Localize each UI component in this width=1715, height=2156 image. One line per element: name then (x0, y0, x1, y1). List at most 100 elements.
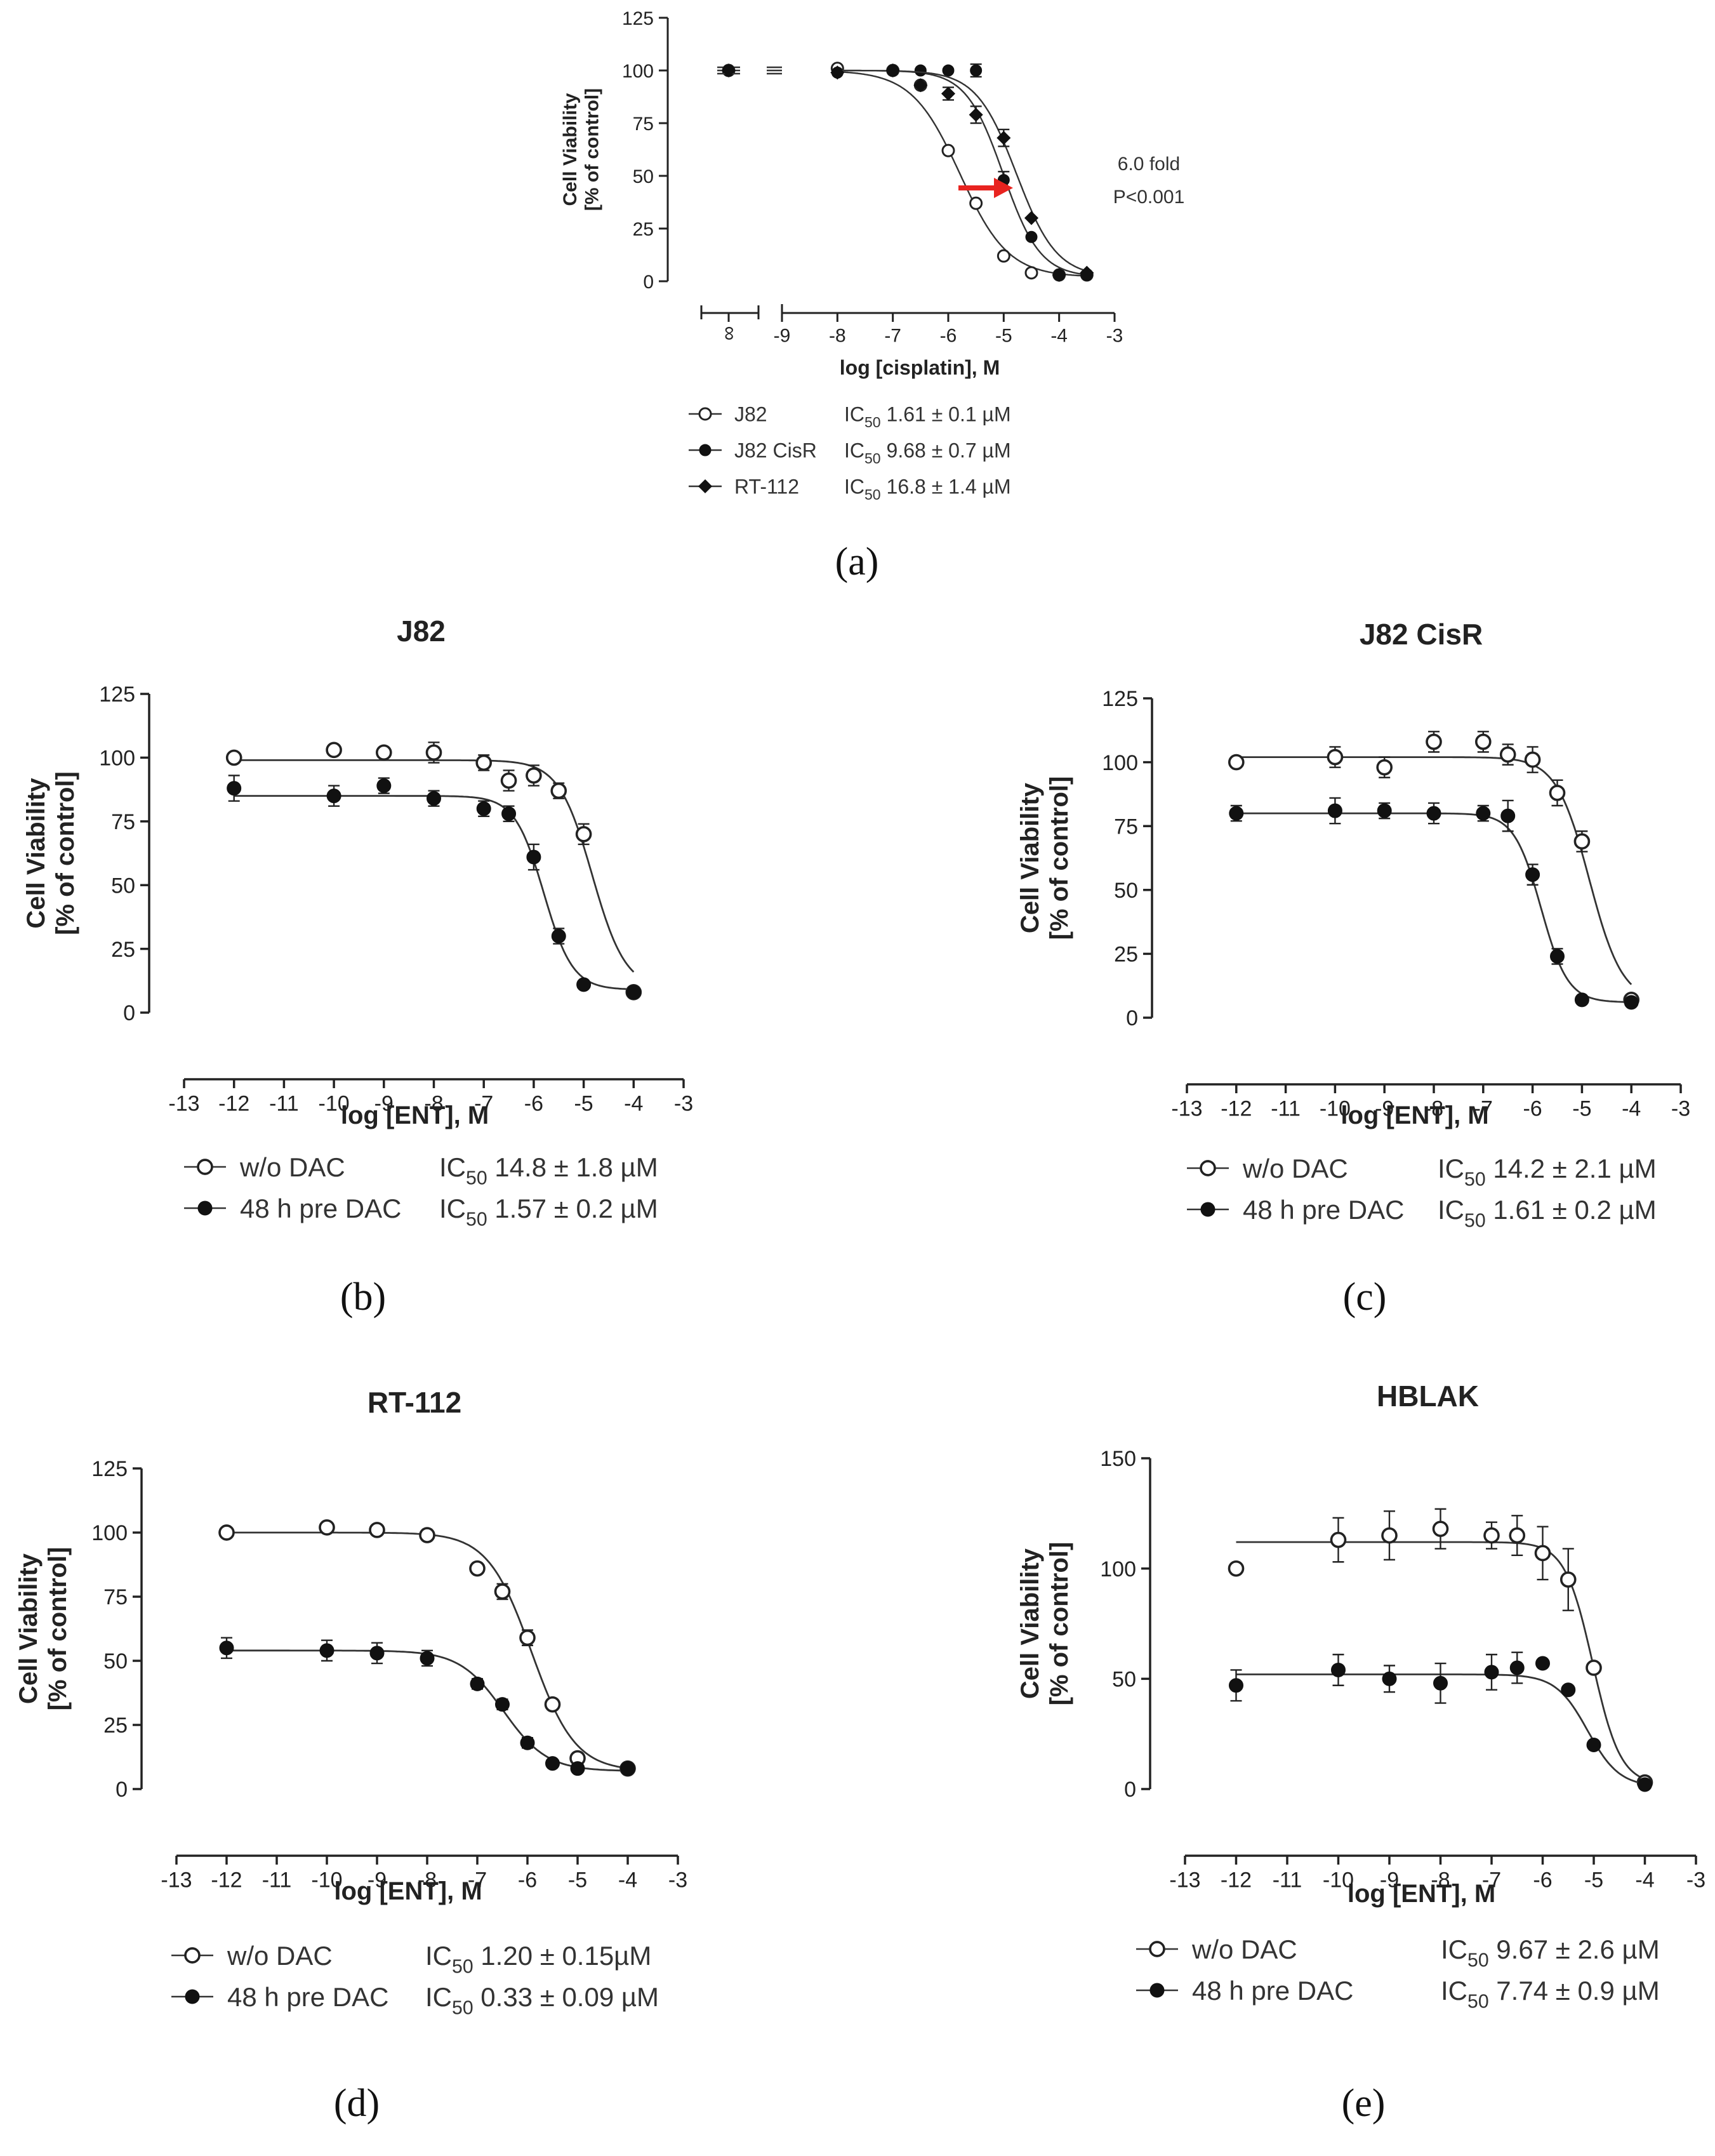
x-tick-label: -5 (568, 1868, 587, 1893)
x-tick-label: -6 (524, 1092, 543, 1116)
x-tick-label: -10 (311, 1868, 342, 1893)
data-point (1433, 1675, 1448, 1691)
data-point (620, 1761, 635, 1776)
legend-marker (699, 444, 712, 456)
data-point (942, 64, 955, 77)
data-point (550, 782, 567, 799)
y-tick-label: 25 (111, 938, 135, 962)
x-tick-label: -8 (424, 1092, 443, 1116)
x-tick-label: -5 (1572, 1097, 1591, 1121)
y-tick-label: 75 (1114, 815, 1138, 839)
x-tick-label: -3 (1686, 1868, 1705, 1893)
legend-marker (1200, 1202, 1215, 1217)
data-point (1024, 211, 1039, 225)
fold-change-annotation: 6.0 fold P<0.001 (958, 154, 1184, 208)
data-point (1524, 751, 1541, 768)
data-point (1484, 1665, 1499, 1680)
panel-caption: (b) (340, 1275, 386, 1319)
data-point (1327, 803, 1342, 818)
y-axis-label: [% of control] (44, 1547, 72, 1711)
y-tick-label: 100 (91, 1521, 128, 1545)
x-tick-label: -8 (829, 326, 846, 347)
data-point (1376, 759, 1393, 776)
x-tick-label: -4 (618, 1868, 637, 1893)
data-point (1499, 746, 1516, 763)
x-tick-label: -13 (168, 1092, 199, 1116)
x-tick-label: -13 (1169, 1868, 1200, 1893)
legend-marker (1149, 1983, 1165, 1998)
legend-marker (1149, 1941, 1165, 1957)
panel-caption: (d) (334, 2082, 380, 2125)
data-point (1025, 230, 1038, 243)
data-point (626, 985, 641, 1000)
y-tick-label: 125 (1102, 687, 1138, 711)
data-point (1535, 1656, 1550, 1671)
data-point (1229, 1678, 1243, 1693)
x-tick-label: -10 (319, 1092, 350, 1116)
data-point (420, 1651, 435, 1666)
data-point (1229, 806, 1244, 821)
y-tick-label: 100 (622, 61, 654, 82)
legend-label: w/o DAC (1191, 1934, 1297, 1964)
y-tick-label: 50 (633, 166, 654, 187)
data-point (1509, 1660, 1525, 1675)
legend-marker (1200, 1160, 1216, 1176)
data-point (969, 196, 983, 210)
data-point (1509, 1527, 1526, 1544)
x-tick-label: -6 (518, 1868, 537, 1893)
data-point (1476, 806, 1491, 821)
data-point (1228, 1560, 1245, 1577)
x-axis-label: log [ENT], M (1341, 1101, 1488, 1129)
series-w-o-dac (1228, 1508, 1653, 1791)
series-w-o-dac (225, 742, 642, 1001)
data-point (501, 806, 517, 822)
x-tick-label: -6 (940, 326, 957, 347)
data-point (1534, 1545, 1551, 1562)
data-point (1549, 785, 1566, 801)
y-axis-label: Cell Viability (22, 778, 50, 929)
data-point (1586, 1738, 1601, 1753)
x-tick-label: -7 (884, 326, 901, 347)
x-tick-label: -9 (1380, 1868, 1399, 1893)
y-axis-label: [% of control] (51, 771, 79, 935)
x-tick-label: -11 (1273, 1868, 1302, 1893)
data-point (1330, 1531, 1347, 1548)
legend-ic50: IC50 14.2 ± 2.1 µM (1438, 1154, 1657, 1190)
x-tick-label: -3 (1671, 1097, 1690, 1121)
legend-marker (698, 479, 713, 494)
y-tick-label: 150 (1100, 1447, 1136, 1471)
y-tick-label: 25 (1114, 943, 1138, 967)
legend-ic50: IC50 9.67 ± 2.6 µM (1441, 1934, 1660, 1971)
chart-title: HBLAK (1377, 1380, 1479, 1413)
data-point (476, 801, 491, 816)
chart-title: J82 CisR (1360, 618, 1483, 651)
data-point (1474, 733, 1492, 750)
x-tick-label: -9 (368, 1868, 387, 1893)
legend-ic50: IC50 16.8 ± 1.4 µM (844, 476, 1011, 503)
data-point (470, 1676, 485, 1691)
legend-label: 48 h pre DAC (1192, 1976, 1353, 2006)
data-point (319, 1643, 334, 1658)
data-point (576, 977, 592, 992)
y-tick-label: 25 (633, 219, 654, 240)
x-tick-label: -7 (1474, 1097, 1493, 1121)
x-tick-label: -5 (995, 326, 1012, 347)
y-tick-label: 75 (103, 1585, 128, 1609)
y-tick-label: 0 (1126, 1006, 1138, 1030)
x-tick-label: -5 (1584, 1868, 1603, 1893)
data-point (369, 1522, 385, 1538)
chart-title: J82 (397, 615, 446, 648)
x-axis-label: log [cisplatin], M (840, 356, 1000, 379)
legend-marker (197, 1201, 213, 1216)
data-point (1382, 1671, 1397, 1686)
data-point (1483, 1527, 1500, 1544)
data-point (1586, 1660, 1602, 1676)
series-j82-cisr (717, 63, 1093, 281)
data-point (1228, 754, 1245, 771)
y-tick-label: 0 (643, 272, 654, 293)
data-point (469, 1560, 486, 1577)
x-tick-label: -8 (1431, 1868, 1450, 1893)
fit-curve (227, 1649, 628, 1772)
chart-panel-e: 0 50 100 150 -13 -12 -11 -10 -9 -8 -7 -6 -5 -4 -3 log [… (1016, 1380, 1705, 2125)
legend-ic50: IC50 1.61 ± 0.1 µM (844, 403, 1011, 431)
